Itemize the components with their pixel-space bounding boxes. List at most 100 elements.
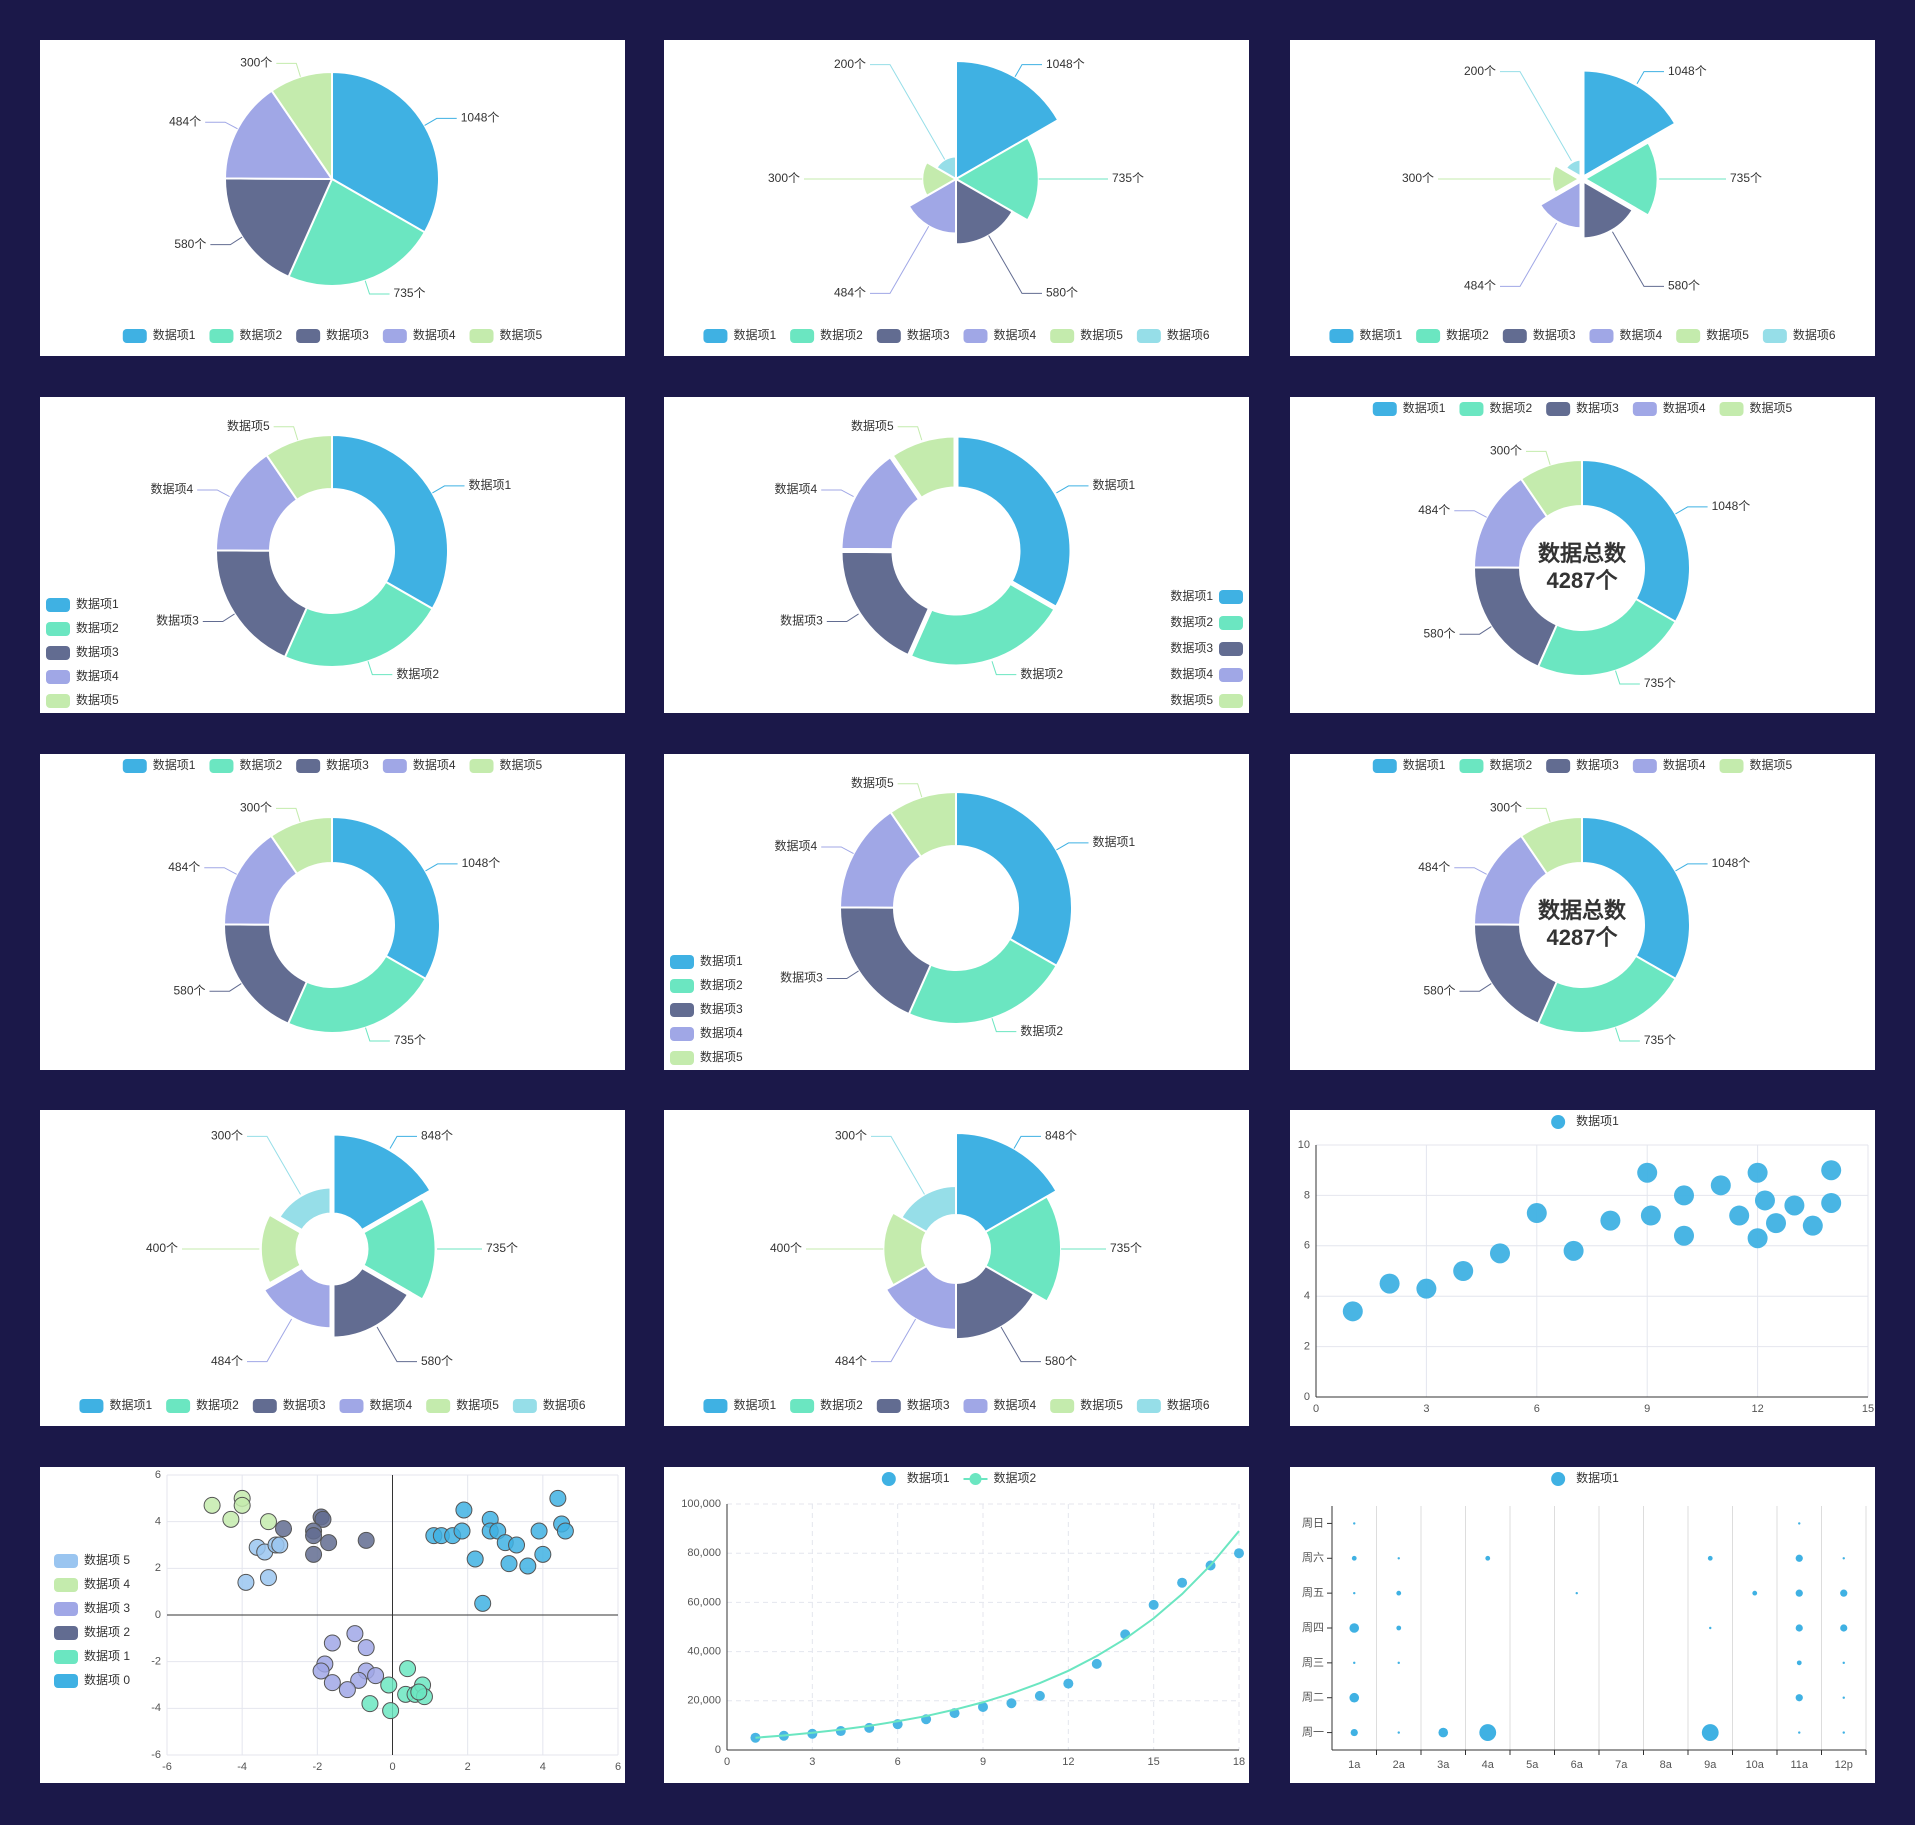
legend-icon (122, 329, 147, 343)
slice-label: 数据项5 (227, 418, 270, 433)
legend-label: 数据项2 (1489, 400, 1532, 415)
legend-label: 数据项6 (1167, 327, 1210, 342)
point (519, 1557, 537, 1575)
label-line (826, 970, 859, 980)
slice-label: 数据项4 (775, 481, 818, 496)
y-tick-label: -6 (151, 1749, 161, 1761)
label-line (202, 613, 235, 623)
legend-label: 数据项5 (1750, 757, 1793, 772)
point (1177, 1577, 1188, 1588)
point (1821, 1160, 1842, 1181)
label-line (1459, 983, 1492, 992)
chart-panel: 数据项1 数据项2 数据项3 数据项4 数据项5 数据项1 数据项2 数据项3 数据项4 数据项5 (664, 397, 1249, 713)
legend: 数据项1 数据项2 数据项3 数据项4 数据项5 数据项6 (79, 1397, 586, 1413)
legend-item: 数据项3 (1546, 757, 1619, 773)
legend-icon (54, 1554, 78, 1568)
legend-label: 数据项2 (1489, 757, 1532, 772)
center-label: 数据总数 (1538, 898, 1627, 923)
chart-panel: -6 -4 -2 0 2 4 6 -6 -4 -2 0 2 4 6 数据项 5 数据项 4 数据项 3 数据项 2… (40, 1467, 625, 1783)
legend-icon (54, 1650, 78, 1664)
label-line (204, 867, 237, 875)
slice-label: 1048个 (461, 111, 500, 125)
legend-icon (1050, 329, 1075, 343)
legend-label: 数据项2 (820, 1397, 863, 1412)
legend-icon (670, 1051, 694, 1065)
legend-icon (876, 329, 901, 343)
x-tick-label: 9a (1704, 1759, 1717, 1771)
legend-icon (670, 979, 694, 993)
legend-icon (1676, 329, 1701, 343)
y-tick-label: 10 (1298, 1139, 1310, 1151)
legend: 数据项1 数据项2 数据项3 数据项4 数据项5 (670, 953, 743, 1065)
slice (224, 177, 333, 278)
chart-panel: 1a 2a 3a 4a 5a 6a 7a 8a 9a 10a 11a 12p 周一 周二 周三 周四 周五 周六 周… (1290, 1467, 1875, 1783)
legend-item: 数据项3 (876, 327, 950, 343)
point (1234, 1548, 1244, 1559)
legend-label: 数据项4 (1170, 666, 1213, 681)
slice (329, 1263, 413, 1342)
legend-item: 数据项1 (122, 757, 196, 773)
slice-label: 400个 (146, 1241, 178, 1255)
label-line (1500, 222, 1558, 287)
legend-item: 数据项6 (1136, 1397, 1210, 1413)
legend-label: 数据项 5 (84, 1552, 130, 1567)
point (549, 1489, 567, 1507)
legend-icon (46, 598, 70, 612)
legend-label: 数据项2 (239, 327, 282, 342)
label-line (276, 807, 301, 822)
slice (1535, 176, 1585, 233)
label-line (1454, 867, 1487, 875)
legend-label: 数据项2 (1170, 614, 1213, 629)
legend-icon (46, 694, 70, 708)
legend-icon (1762, 329, 1787, 343)
slice-label: 735个 (1110, 1241, 1142, 1255)
legend-item: 数据项2 (209, 327, 282, 343)
legend-label: 数据项1 (153, 327, 196, 342)
legend-label: 数据项2 (76, 620, 119, 635)
legend-item: 数据项2 (1170, 614, 1243, 630)
slice-label: 400个 (770, 1241, 802, 1255)
x-tick-label: 15 (1862, 1403, 1874, 1415)
point (1784, 1195, 1805, 1216)
legend-label: 数据项4 (994, 327, 1037, 342)
legend-icon (46, 622, 70, 636)
point (271, 1536, 289, 1554)
label-line (367, 661, 393, 676)
legend-label: 数据项5 (700, 1049, 743, 1064)
point (367, 1667, 385, 1685)
slice (331, 71, 440, 234)
legend-icon (46, 670, 70, 684)
legend-icon (296, 759, 321, 773)
legend-label: 数据项5 (76, 692, 119, 707)
legend-label: 数据项3 (1533, 327, 1576, 342)
legend-icon (1719, 402, 1744, 416)
legend-label: 数据项 0 (84, 1672, 130, 1687)
legend-label: 数据项3 (700, 1001, 743, 1016)
point (1802, 1215, 1823, 1236)
point (338, 1681, 356, 1699)
legend-label: 数据项4 (413, 327, 456, 342)
legend-icon (54, 1602, 78, 1616)
legend-icon (963, 1399, 988, 1413)
slice-label: 1048个 (462, 856, 501, 870)
label-line (365, 1027, 390, 1042)
legend-label: 数据项5 (1706, 327, 1749, 342)
legend-item: 数据项3 (296, 327, 369, 343)
chart-panel: 0 3 6 9 12 15 0 2 4 6 8 10 数据项1 (1290, 1110, 1875, 1426)
x-tick-label: 3 (809, 1756, 815, 1768)
legend-icon (1329, 329, 1354, 343)
slice-label: 1048个 (1712, 499, 1751, 513)
x-tick-label: 15 (1148, 1756, 1160, 1768)
legend-item: 数据项6 (1762, 327, 1836, 343)
legend-icon (296, 329, 321, 343)
slice-label: 数据项1 (1093, 477, 1136, 492)
legend-icon (876, 1399, 901, 1413)
y-tick-label: 80,000 (687, 1547, 721, 1559)
legend-item: 数据项2 (166, 1397, 239, 1413)
legend-label: 数据项3 (326, 757, 369, 772)
point (1766, 1213, 1786, 1234)
chart-panel: 数据项1 数据项2 数据项3 数据项4 数据项5 数据项1 数据项2 数据项3 数据项4 数据项5 (40, 397, 625, 713)
legend-label: 数据项4 (370, 1397, 413, 1412)
